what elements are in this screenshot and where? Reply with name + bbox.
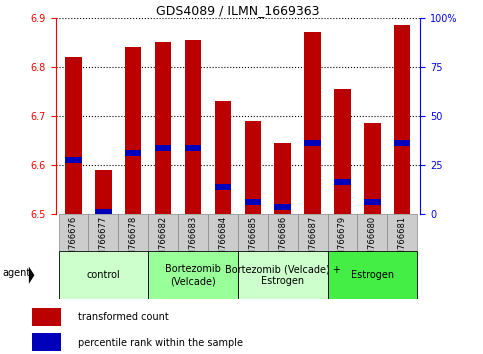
Text: percentile rank within the sample: percentile rank within the sample	[78, 338, 242, 348]
Text: GSM766678: GSM766678	[129, 216, 138, 267]
FancyBboxPatch shape	[298, 214, 327, 251]
FancyBboxPatch shape	[238, 214, 268, 251]
Text: GSM766680: GSM766680	[368, 216, 377, 267]
Text: GSM766687: GSM766687	[308, 216, 317, 267]
Text: GSM766676: GSM766676	[69, 216, 78, 267]
FancyBboxPatch shape	[268, 214, 298, 251]
Text: transformed count: transformed count	[78, 312, 168, 322]
FancyBboxPatch shape	[58, 214, 88, 251]
FancyBboxPatch shape	[238, 251, 327, 299]
Bar	[304, 33, 321, 214]
Text: GSM766685: GSM766685	[248, 216, 257, 267]
Text: GSM766677: GSM766677	[99, 216, 108, 267]
Bar	[125, 47, 142, 214]
Bar	[244, 199, 261, 205]
Bar	[65, 57, 82, 214]
FancyBboxPatch shape	[148, 251, 238, 299]
FancyBboxPatch shape	[208, 214, 238, 251]
Bar	[32, 333, 61, 352]
Bar	[364, 123, 381, 214]
FancyBboxPatch shape	[58, 251, 148, 299]
Bar	[95, 170, 112, 214]
Bar	[334, 179, 351, 185]
Bar	[125, 150, 142, 156]
Text: GSM766682: GSM766682	[158, 216, 168, 267]
FancyBboxPatch shape	[178, 214, 208, 251]
Bar	[394, 140, 411, 146]
FancyBboxPatch shape	[357, 214, 387, 251]
Bar	[32, 308, 61, 326]
FancyBboxPatch shape	[118, 214, 148, 251]
Bar	[185, 40, 201, 214]
Bar	[95, 209, 112, 215]
Text: Estrogen: Estrogen	[351, 270, 394, 280]
Bar	[155, 42, 171, 214]
Text: control: control	[86, 270, 120, 280]
Bar	[185, 145, 201, 151]
FancyBboxPatch shape	[327, 214, 357, 251]
Bar	[65, 157, 82, 163]
FancyBboxPatch shape	[327, 251, 417, 299]
Bar	[215, 101, 231, 214]
Bar	[215, 184, 231, 190]
Text: GSM766684: GSM766684	[218, 216, 227, 267]
Bar	[274, 204, 291, 210]
Text: GSM766681: GSM766681	[398, 216, 407, 267]
Bar	[155, 145, 171, 151]
Text: agent: agent	[3, 268, 31, 278]
Bar	[274, 143, 291, 214]
FancyBboxPatch shape	[148, 214, 178, 251]
Polygon shape	[29, 267, 34, 284]
Bar	[394, 25, 411, 214]
Bar	[244, 121, 261, 214]
FancyBboxPatch shape	[387, 214, 417, 251]
Text: GSM766683: GSM766683	[188, 216, 198, 267]
Text: GSM766679: GSM766679	[338, 216, 347, 267]
Title: GDS4089 / ILMN_1669363: GDS4089 / ILMN_1669363	[156, 4, 320, 17]
Bar	[334, 89, 351, 214]
Bar	[304, 140, 321, 146]
Bar	[364, 199, 381, 205]
Text: Bortezomib (Velcade) +
Estrogen: Bortezomib (Velcade) + Estrogen	[225, 264, 341, 286]
Text: GSM766686: GSM766686	[278, 216, 287, 267]
FancyBboxPatch shape	[88, 214, 118, 251]
Text: Bortezomib
(Velcade): Bortezomib (Velcade)	[165, 264, 221, 286]
